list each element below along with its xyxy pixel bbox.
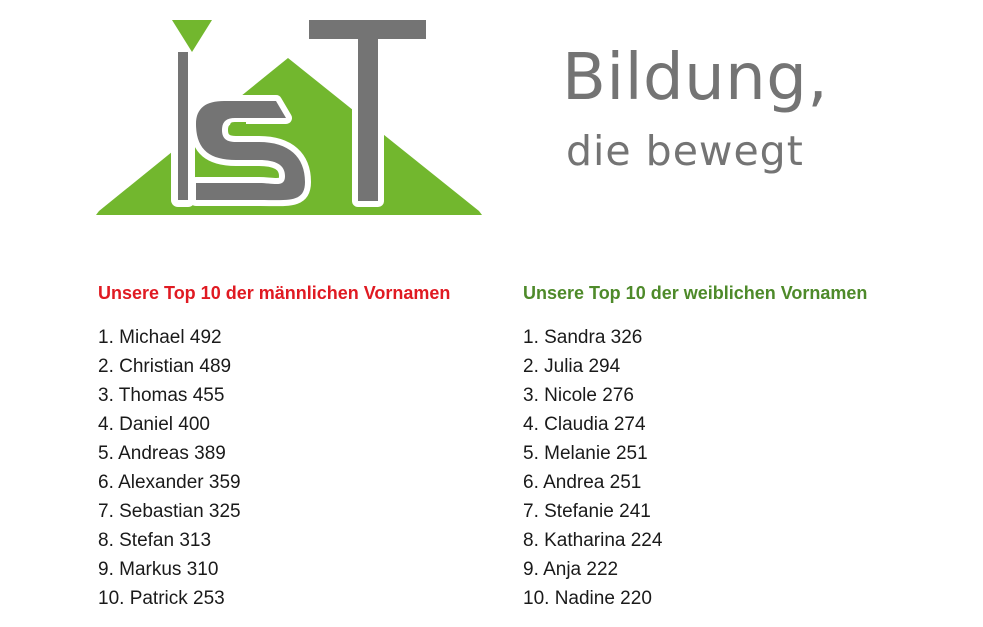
list-item: 2. Christian 489 bbox=[98, 356, 232, 377]
male-names-list: 1. Michael 492 2. Christian 489 3. Thoma… bbox=[98, 323, 450, 613]
list-item: 8. Stefan 313 bbox=[98, 530, 212, 551]
list-item: 1. Sandra 326 bbox=[523, 327, 643, 348]
list-item: 7. Sebastian 325 bbox=[98, 501, 241, 522]
list-item: 5. Melanie 251 bbox=[523, 443, 648, 464]
list-item: 4. Daniel 400 bbox=[98, 414, 210, 435]
list-item: 7. Stefanie 241 bbox=[523, 501, 651, 522]
list-item: 10. Nadine 220 bbox=[523, 588, 652, 609]
list-item: 1. Michael 492 bbox=[98, 327, 222, 348]
list-item: 10. Patrick 253 bbox=[98, 588, 225, 609]
male-names-heading: Unsere Top 10 der männlichen Vornamen bbox=[98, 283, 451, 303]
list-item: 8. Katharina 224 bbox=[523, 530, 663, 551]
logo-letter-s bbox=[196, 101, 305, 201]
list-item: 9. Anja 222 bbox=[523, 559, 619, 580]
logo-letter-i-stem bbox=[178, 52, 188, 200]
slogan-line-1: Bildung, bbox=[562, 41, 829, 115]
list-item: 6. Alexander 359 bbox=[98, 472, 241, 493]
logo-i-dot bbox=[172, 20, 212, 52]
list-item: 2. Julia 294 bbox=[523, 356, 621, 377]
list-item: 5. Andreas 389 bbox=[98, 443, 226, 464]
female-names-list: 1. Sandra 326 2. Julia 294 3. Nicole 276… bbox=[523, 323, 867, 613]
male-names-column: Unsere Top 10 der männlichen Vornamen 1.… bbox=[98, 281, 450, 613]
slogan-line-2: die bewegt bbox=[566, 127, 804, 175]
logo-letter-t-stem bbox=[358, 34, 378, 201]
logo-roof-inner bbox=[230, 122, 246, 134]
list-item: 4. Claudia 274 bbox=[523, 414, 646, 435]
female-names-column: Unsere Top 10 der weiblichen Vornamen 1.… bbox=[523, 281, 867, 613]
ist-logo bbox=[96, 18, 482, 215]
female-names-heading: Unsere Top 10 der weiblichen Vornamen bbox=[523, 283, 868, 303]
list-item: 3. Thomas 455 bbox=[98, 385, 225, 406]
list-item: 9. Markus 310 bbox=[98, 559, 219, 580]
list-item: 6. Andrea 251 bbox=[523, 472, 642, 493]
list-item: 3. Nicole 276 bbox=[523, 385, 634, 406]
logo-letter-t-bar bbox=[309, 20, 426, 39]
